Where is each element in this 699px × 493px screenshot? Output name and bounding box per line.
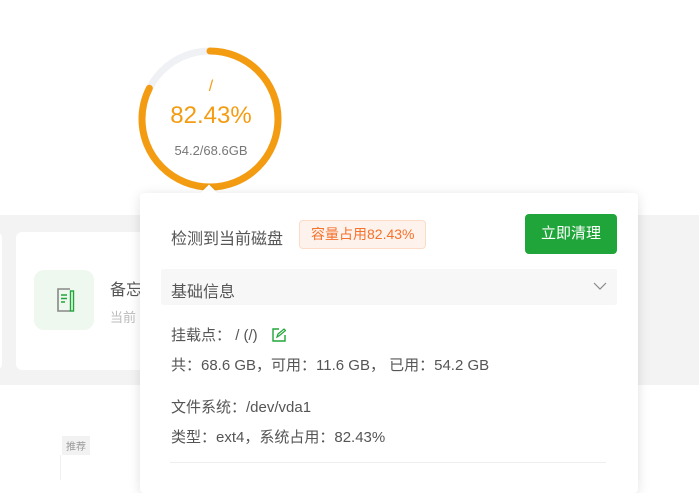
card-title: 备忘 (110, 282, 143, 299)
filesystem-row: 文件系统：/dev/vda1 (171, 399, 312, 416)
chevron-down-icon (593, 282, 607, 290)
gauge-size: 54.2/68.6GB (174, 143, 248, 158)
top-area (0, 0, 699, 215)
mount-value: / (/) (235, 327, 258, 344)
disk-popover: 检测到当前磁盘 容量占用82.43% 立即清理 基础信息 挂载点： / (/) … (140, 193, 638, 493)
card-subtitle: 当前 (110, 310, 137, 325)
mount-label: 挂载点： (171, 327, 232, 344)
card-partial (0, 232, 2, 370)
mount-row: 挂载点： / (/) (171, 324, 286, 345)
recommend-tag: 推荐 (62, 436, 90, 455)
memo-icon (34, 270, 94, 330)
gauge-percent: 82.43% (170, 102, 252, 129)
gauge-mount: / (208, 78, 214, 95)
capacity-row: 共：68.6 GB，可用：11.6 GB， 已用：54.2 GB (171, 357, 490, 374)
divider (60, 455, 61, 480)
usage-badge: 容量占用82.43% (299, 220, 427, 249)
edit-icon[interactable] (272, 328, 286, 342)
popover-title: 检测到当前磁盘 (171, 231, 284, 248)
section-title: 基础信息 (171, 284, 236, 301)
basic-info-section[interactable]: 基础信息 (161, 269, 617, 305)
clean-now-button[interactable]: 立即清理 (525, 214, 617, 254)
type-row: 类型：ext4，系统占用：82.43% (171, 429, 386, 446)
divider (170, 462, 606, 463)
